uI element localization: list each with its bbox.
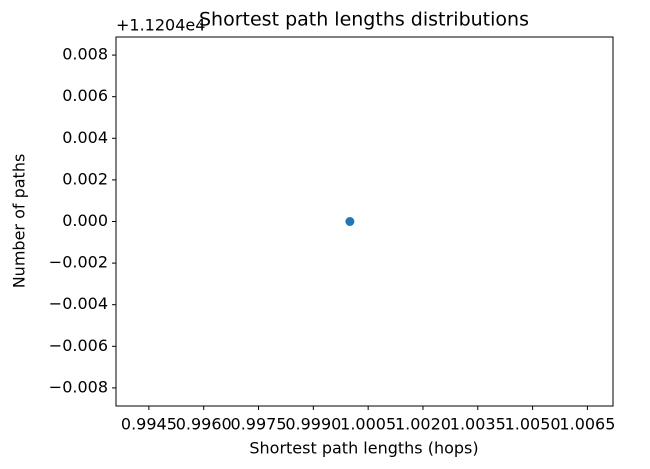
y-axis-label: Number of paths xyxy=(10,154,29,289)
y-tick-label: −0.004 xyxy=(49,294,108,313)
y-tick-label: 0.004 xyxy=(62,128,108,147)
y-tick-label: 0.006 xyxy=(62,86,108,105)
x-tick-label: 0.9945 xyxy=(121,415,177,434)
scatter-point xyxy=(345,217,355,226)
x-tick-label: 0.9990 xyxy=(285,415,341,434)
x-tick-label: 1.0020 xyxy=(395,415,451,434)
y-tick-label: −0.002 xyxy=(49,253,108,272)
x-axis-label: Shortest path lengths (hops) xyxy=(249,439,478,458)
x-tick-label: 1.0005 xyxy=(340,415,396,434)
y-tick-label: −0.008 xyxy=(49,377,108,396)
y-tick-label: 0.008 xyxy=(62,45,108,64)
x-tick-label: 0.9975 xyxy=(231,415,287,434)
x-tick-label: 1.0050 xyxy=(505,415,561,434)
x-tick-label: 0.9960 xyxy=(176,415,232,434)
y-offset-label: +1.1204e4 xyxy=(116,16,205,35)
x-tick-label: 1.0035 xyxy=(450,415,506,434)
y-tick-label: −0.006 xyxy=(49,336,108,355)
y-tick-label: 0.002 xyxy=(62,169,108,188)
plot-frame xyxy=(115,36,614,407)
chart-title: Shortest path lengths distributions xyxy=(199,9,529,31)
y-tick-label: 0.000 xyxy=(62,211,108,230)
x-tick-label: 1.0065 xyxy=(559,415,615,434)
